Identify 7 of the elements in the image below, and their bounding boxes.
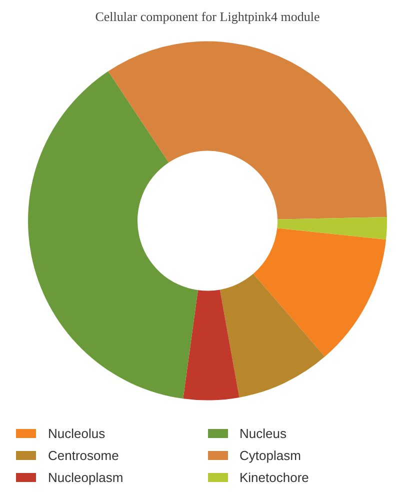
legend-label: Nucleus (240, 426, 286, 440)
legend-label: Kinetochore (240, 470, 309, 484)
legend-label: Cytoplasm (240, 448, 301, 462)
legend-label: Centrosome (48, 448, 119, 462)
legend-label: Nucleoplasm (48, 470, 124, 484)
legend-label: Nucleolus (48, 426, 106, 440)
chart-title: Cellular component for Lightpink4 module (95, 9, 320, 24)
